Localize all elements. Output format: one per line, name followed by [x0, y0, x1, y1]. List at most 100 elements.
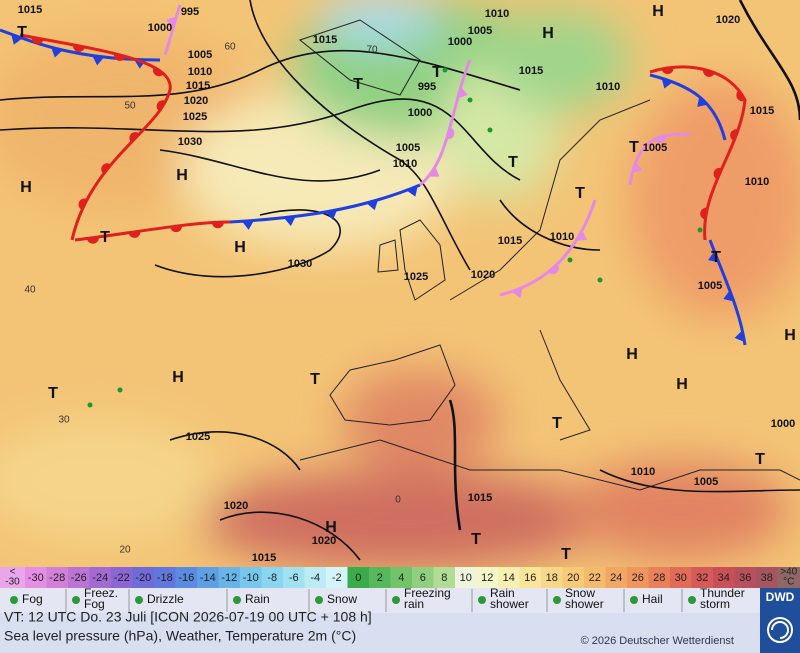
low-pressure: T: [353, 76, 363, 93]
front-symbol: [511, 287, 523, 298]
description: Sea level pressure (hPa), Weather, Tempe…: [4, 628, 356, 644]
front-symbol: [73, 44, 85, 52]
scale-cell: [369, 567, 391, 588]
high-pressure: H: [176, 167, 188, 184]
isotherm-label: 60: [224, 42, 236, 53]
legend-icon: [688, 596, 696, 604]
high-pressure: H: [542, 25, 554, 42]
front-symbol: [661, 78, 673, 89]
isobar-label: 1005: [188, 49, 212, 61]
front-symbol: [631, 161, 643, 174]
scale-label: 38: [761, 572, 773, 584]
scale-cell: [691, 567, 713, 588]
scale-cell: [562, 567, 584, 588]
isobars: [0, 0, 800, 561]
scale-label: -24: [92, 572, 108, 584]
legend-icon: [630, 596, 638, 604]
scale-label: 34: [718, 572, 730, 584]
scale-cell: [605, 567, 627, 588]
isobar-label: 1000: [148, 22, 172, 34]
scale-cell: [347, 567, 369, 588]
scale-label: 8: [441, 572, 447, 584]
front-warm: [19, 33, 172, 241]
high-pressure: H: [784, 327, 796, 344]
front-symbol: [101, 163, 111, 174]
scale-cell: [433, 567, 455, 588]
low-pressure: T: [711, 249, 721, 266]
isotherm-label: 40: [24, 285, 36, 296]
front-symbol: [166, 16, 177, 28]
isobar-label: 1010: [550, 231, 574, 243]
isobar-label: 1015: [750, 105, 774, 117]
scale-cell: [777, 567, 800, 588]
weather-symbol: [487, 127, 493, 133]
scale-cell: [46, 567, 68, 588]
legend-label: Freez.: [84, 586, 118, 600]
legend-label: Freezing: [404, 586, 451, 600]
isobar-label: 1010: [393, 158, 417, 170]
isotherm-label: 70: [366, 45, 378, 56]
legend-icon: [10, 596, 18, 604]
front-symbol: [736, 90, 746, 102]
scale-cell: [519, 567, 541, 588]
front-symbol: [241, 220, 254, 230]
legend-label: Drizzle: [147, 592, 184, 606]
isobar-label: 1010: [188, 66, 212, 78]
scale-label: 0: [355, 572, 361, 584]
front-symbol: [325, 209, 338, 220]
scale-cell: [0, 567, 25, 588]
isotherm-label: 50: [124, 101, 136, 112]
scale-cell: [670, 567, 692, 588]
front-symbol: [457, 86, 468, 99]
isotherm-label: 20: [119, 545, 131, 556]
scale-label: -16: [178, 572, 194, 584]
scale-cell: [25, 567, 47, 588]
legend-label: Hail: [642, 592, 663, 606]
isotherm-label: 0: [395, 495, 401, 506]
scale-cell: [756, 567, 778, 588]
scale-label: 22: [589, 572, 601, 584]
isobar-label: 1010: [631, 466, 655, 478]
isobar-label: 1015: [313, 34, 337, 46]
legend-label: Snow: [565, 586, 595, 600]
low-pressure: T: [48, 385, 58, 402]
scale-cell: [498, 567, 520, 588]
low-pressure: T: [471, 531, 481, 548]
scale-label: 6: [420, 572, 426, 584]
copyright: © 2026 Deutscher Wetterdienst: [581, 635, 734, 647]
front-symbol: [92, 55, 105, 66]
weather-symbol: [467, 97, 473, 103]
scale-cell: [476, 567, 498, 588]
scale-cell: [713, 567, 735, 588]
fronts: [0, 4, 747, 346]
map-area: 1015 995100010051010101510201025103010151…: [0, 0, 800, 567]
front-symbol: [283, 216, 296, 226]
scale-label: 2: [377, 572, 383, 584]
front-occ: [499, 199, 597, 297]
isobar-label: 1000: [771, 418, 795, 430]
legend-icon: [233, 596, 241, 604]
front-symbol: [730, 129, 739, 141]
legend-label: rain: [404, 597, 424, 611]
front-symbol: [576, 230, 588, 241]
scale-label: 4: [398, 572, 404, 584]
front-symbol: [654, 135, 667, 143]
isobar-label: 1015: [186, 80, 210, 92]
scale-label: -18: [157, 572, 173, 584]
front-symbol: [428, 166, 440, 177]
scale-label: -10: [243, 572, 259, 584]
scale-cell: [132, 567, 154, 588]
isobar-label: 1005: [698, 280, 722, 292]
scale-label: 14: [503, 572, 515, 584]
low-pressure: T: [755, 451, 765, 468]
scale-cell: [390, 567, 412, 588]
front-symbol: [703, 69, 715, 77]
weather-symbol: [87, 402, 93, 408]
weather-symbol: [567, 257, 573, 263]
front-symbol: [170, 225, 183, 233]
scale-cell: [154, 567, 176, 588]
scale-label: 26: [632, 572, 644, 584]
scale-cell: [197, 567, 219, 588]
